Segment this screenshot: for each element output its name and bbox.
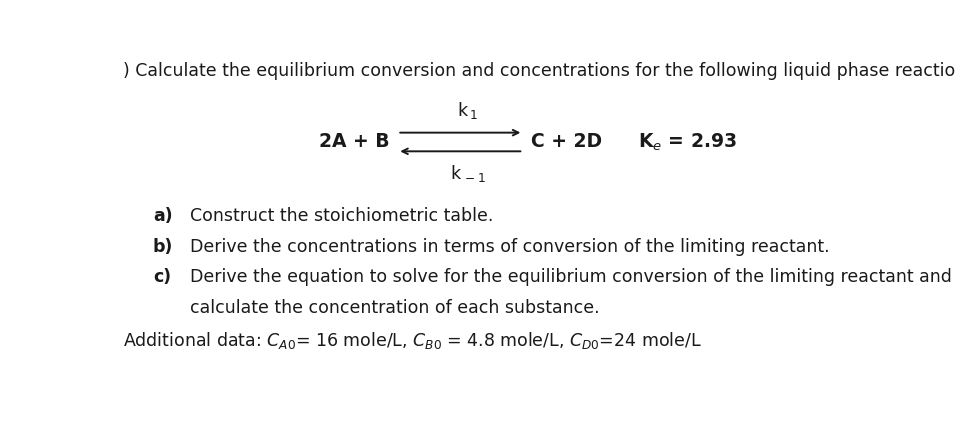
Text: K$_e$ = 2.93: K$_e$ = 2.93 bbox=[639, 131, 737, 152]
Text: Construct the stoichiometric table.: Construct the stoichiometric table. bbox=[190, 207, 493, 225]
Text: a): a) bbox=[153, 207, 172, 225]
Text: 2A + B: 2A + B bbox=[319, 132, 390, 152]
Text: k$_{\,1}$: k$_{\,1}$ bbox=[457, 100, 478, 121]
Text: C + 2D: C + 2D bbox=[531, 132, 602, 152]
Text: Derive the concentrations in terms of conversion of the limiting reactant.: Derive the concentrations in terms of co… bbox=[190, 238, 830, 255]
Text: b): b) bbox=[153, 238, 173, 255]
Text: c): c) bbox=[153, 268, 171, 286]
Text: k$_{\,-1}$: k$_{\,-1}$ bbox=[450, 163, 486, 184]
Text: Derive the equation to solve for the equilibrium conversion of the limiting reac: Derive the equation to solve for the equ… bbox=[190, 268, 952, 286]
Text: Additional data: $C_{A0}$= 16 mole/L, $C_{B0}$ = 4.8 mole/L, $C_{D0}$=24 mole/L: Additional data: $C_{A0}$= 16 mole/L, $C… bbox=[123, 330, 702, 351]
Text: ) Calculate the equilibrium conversion and concentrations for the following liqu: ) Calculate the equilibrium conversion a… bbox=[123, 62, 956, 80]
Text: calculate the concentration of each substance.: calculate the concentration of each subs… bbox=[190, 299, 599, 317]
